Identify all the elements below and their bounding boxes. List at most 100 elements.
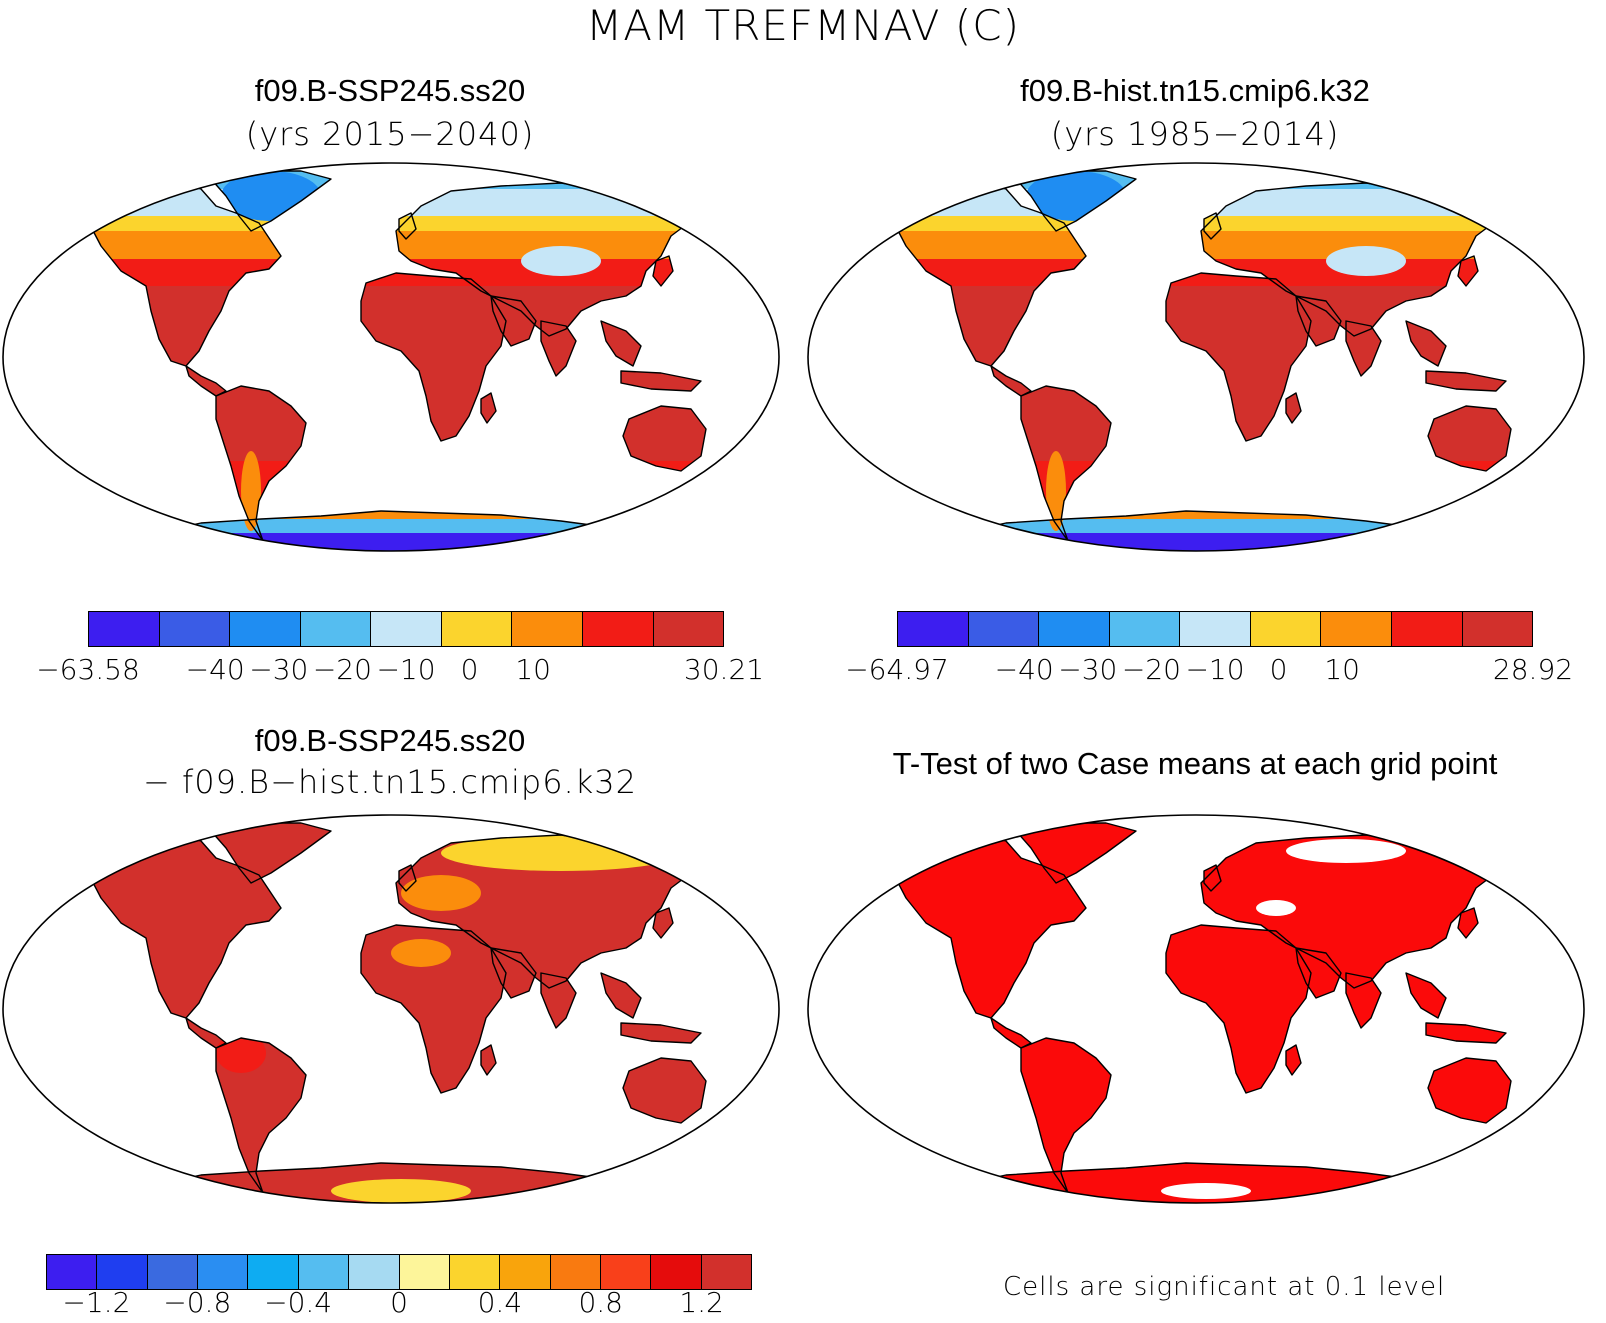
colorbar-cell	[600, 1255, 652, 1289]
map-content	[3, 163, 779, 551]
colorbar-cell	[248, 1255, 299, 1289]
coastline-southAmerica	[215, 385, 307, 542]
coastline-antarctica	[140, 510, 662, 551]
colorbar-tick-label: 0	[460, 653, 479, 686]
diff-antarctic	[331, 1179, 471, 1203]
panel4-map	[805, 812, 1587, 1206]
colorbar-tick-label: 0	[390, 1286, 408, 1319]
colorbar-tick-label: −40	[994, 653, 1054, 686]
coastline-northAmerica	[88, 182, 282, 367]
colorbar-cell	[97, 1255, 148, 1289]
coastline-africa	[360, 272, 507, 442]
coastline-japan	[1457, 255, 1479, 287]
map-border	[807, 162, 1585, 552]
andes-warm	[1046, 451, 1066, 531]
map-content	[808, 815, 1584, 1203]
coastline-southAmerica	[1020, 385, 1112, 542]
significance-note: Cells are significant at 0.1 level	[1003, 1272, 1446, 1302]
colorbar-tick-label: −0.4	[264, 1286, 333, 1319]
panel3-title: f09.B-SSP245.ss20	[254, 723, 526, 758]
coastline-australia	[1427, 405, 1512, 472]
colorbar-cell	[1109, 612, 1181, 646]
colorbar-tick-label: 1.2	[679, 1286, 724, 1319]
colorbar-cell	[653, 612, 724, 646]
colorbar-tick-label: −10	[376, 653, 436, 686]
colorbar-cell	[198, 1255, 249, 1289]
colorbar-tick-label: −64.97	[845, 653, 949, 686]
colorbar-cell	[371, 612, 442, 646]
colorbar-cell	[300, 612, 372, 646]
coastline-northAmerica	[893, 834, 1087, 1019]
coastline-india	[1345, 972, 1382, 1029]
coastline-southAmerica	[215, 1037, 307, 1194]
map-content	[3, 815, 779, 1203]
panel2-colorbar-labels: −64.97 −40 −30 −20 −10 0 10 28.92	[845, 653, 1573, 687]
colorbar-cell	[1250, 612, 1322, 646]
colorbar-cell	[512, 612, 583, 646]
colorbar-tick-label: −10	[1185, 653, 1245, 686]
colorbar-tick-label: 28.92	[1492, 653, 1574, 686]
map-border	[2, 162, 780, 552]
band-antarctic-edge	[89, 519, 706, 533]
tibet-cold	[521, 246, 601, 276]
coastline-uk	[398, 864, 417, 892]
coastline-indonesia	[1425, 1022, 1507, 1044]
diff-sahara	[391, 939, 451, 967]
coastline-madagascar	[480, 1044, 497, 1076]
coastline-japan	[652, 907, 674, 939]
coastline-indonesia	[1425, 370, 1507, 392]
coastline-japan	[652, 255, 674, 287]
nonsig-siberia	[1286, 839, 1406, 863]
colorbar-cell	[230, 612, 301, 646]
colorbar-cell	[449, 1255, 501, 1289]
coastline-arabia	[1295, 947, 1342, 999]
world-map	[807, 814, 1585, 1204]
colorbar-tick-label: −20	[1121, 653, 1181, 686]
coastline-northAmerica	[893, 182, 1087, 367]
world-map	[2, 814, 780, 1204]
panel1-colorbar	[88, 611, 724, 647]
panel3-subtitle: − f09.B−hist.tn15.cmip6.k32	[143, 763, 637, 801]
colorbar-tick-label: −20	[312, 653, 372, 686]
coastline-arabia	[490, 947, 537, 999]
colorbar-cell	[47, 1255, 98, 1289]
coastline-australia	[622, 1057, 707, 1124]
coastline-madagascar	[480, 392, 497, 424]
panel1-title: f09.B-SSP245.ss20	[254, 73, 526, 108]
panel1-colorbar-labels: −63.58 −40 −30 −20 −10 0 10 30.21	[36, 653, 764, 687]
colorbar-tick-label: −30	[249, 653, 309, 686]
panel3-colorbar-labels: −1.2 −0.8 −0.4 0 0.4 0.8 1.2	[46, 1286, 752, 1320]
colorbar-tick-label: 10	[515, 653, 552, 686]
colorbar-tick-label: −30	[1058, 653, 1118, 686]
coastline-uk	[398, 212, 417, 240]
map-content	[808, 163, 1584, 551]
band-antarctic	[894, 533, 1511, 551]
colorbar-cell	[159, 612, 231, 646]
colorbar-tick-label: 30.21	[683, 653, 765, 686]
colorbar-cell	[1462, 612, 1533, 646]
colorbar-cell	[1391, 612, 1463, 646]
colorbar-tick-label: 0	[1269, 653, 1288, 686]
coastline-antarctica	[140, 1162, 662, 1203]
colorbar-cell	[651, 1255, 702, 1289]
panel4-title: T-Test of two Case means at each grid po…	[892, 746, 1498, 781]
panel1-subtitle: (yrs 2015−2040)	[245, 115, 535, 153]
coastline-madagascar	[1285, 1044, 1302, 1076]
colorbar-tick-label: 10	[1324, 653, 1361, 686]
coastline-africa	[1165, 272, 1312, 442]
coastline-antarctica	[945, 510, 1467, 551]
colorbar-cell	[550, 1255, 601, 1289]
coastline-uk	[1203, 212, 1222, 240]
diff-europe	[401, 875, 481, 911]
colorbar-cell	[89, 612, 160, 646]
colorbar-tick-label: 0.8	[578, 1286, 623, 1319]
map-border	[2, 814, 780, 1204]
coastline-southAmerica	[1020, 1037, 1112, 1194]
colorbar-cell	[701, 1255, 752, 1289]
nonsig-antarctic	[1161, 1183, 1251, 1199]
coastline-india	[540, 320, 577, 377]
tibet-cold	[1326, 246, 1406, 276]
coastline-seAsia	[1405, 320, 1447, 367]
colorbar-cell	[399, 1255, 450, 1289]
colorbar-cell	[1039, 612, 1110, 646]
